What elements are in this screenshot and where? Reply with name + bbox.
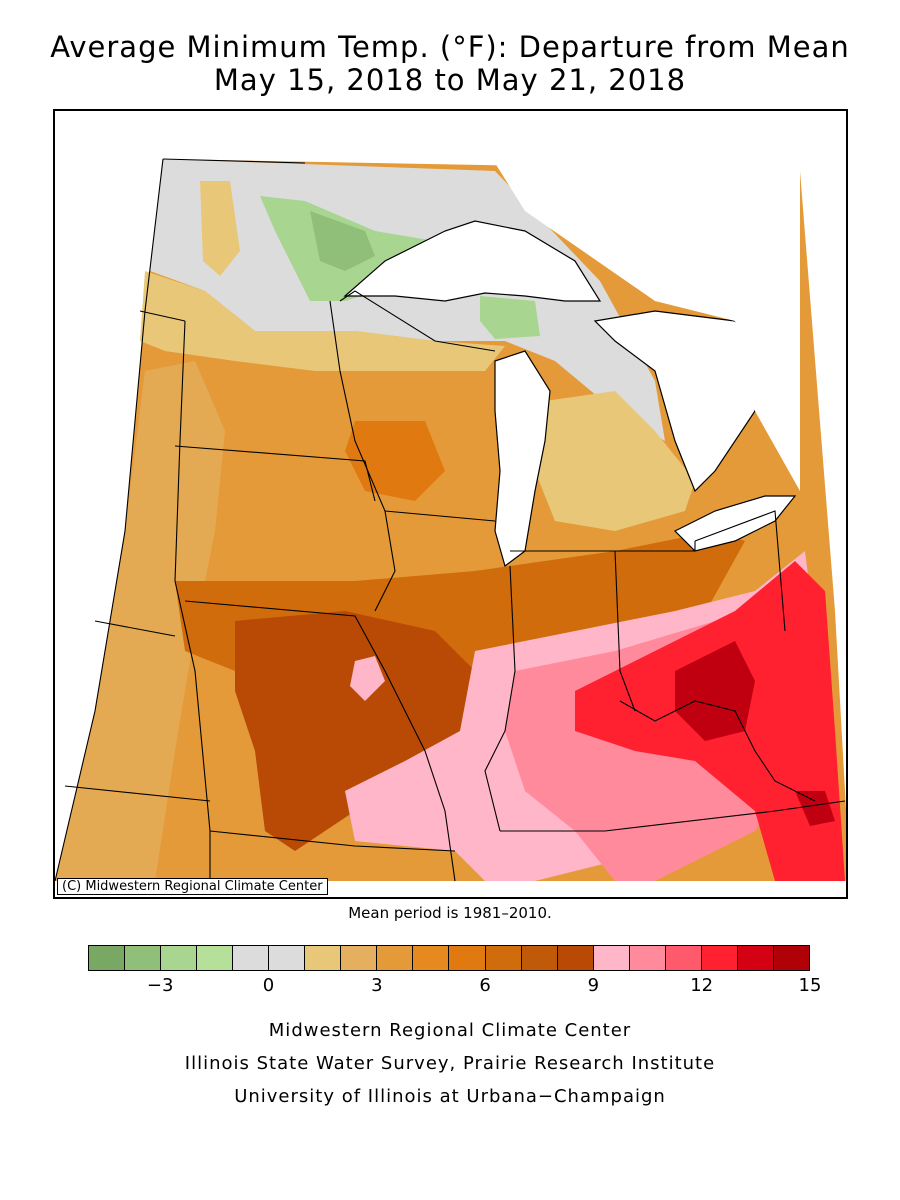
region-nw-tan	[200, 181, 240, 276]
region-pink-island	[350, 656, 385, 701]
legend-swatch	[629, 946, 666, 970]
legend-swatch	[449, 946, 486, 970]
map-date-range: May 15, 2018 to May 21, 2018	[213, 63, 687, 97]
legend-tick: 0	[262, 975, 275, 996]
region-north-tan	[140, 271, 505, 371]
legend-swatch	[593, 946, 630, 970]
region-up-green	[480, 296, 540, 339]
legend-swatch	[269, 946, 306, 970]
region-se-dark-red	[795, 791, 835, 826]
legend-tick-labels: −3 0 3 6 9 12 15	[88, 971, 822, 1001]
legend-tick: 15	[798, 975, 822, 996]
region-mn-green-dark	[310, 211, 375, 271]
legend-swatch	[413, 946, 450, 970]
legend-tick: −3	[146, 975, 174, 996]
region-mi-tan	[535, 391, 695, 531]
legend-swatch	[377, 946, 414, 970]
legend-tick: 6	[479, 975, 491, 996]
legend-swatch	[557, 946, 594, 970]
legend-swatch	[737, 946, 774, 970]
credit-line-2: Illinois State Water Survey, Prairie Res…	[184, 1053, 716, 1074]
temperature-departure-map	[55, 131, 846, 882]
canada-area	[415, 131, 800, 491]
legend-tick: 3	[371, 975, 383, 996]
legend-swatch	[233, 946, 270, 970]
legend-swatch	[161, 946, 198, 970]
legend-swatch	[341, 946, 378, 970]
region-west-light-orange	[55, 361, 225, 881]
legend-swatch	[197, 946, 234, 970]
copyright-label: (C) Midwestern Regional Climate Center	[57, 878, 328, 895]
lake-huron	[593, 310, 766, 493]
legend-color-bar	[88, 945, 810, 971]
legend-swatch	[521, 946, 558, 970]
region-mo-rust	[235, 611, 475, 851]
legend-swatch	[125, 946, 162, 970]
map-title: Average Minimum Temp. (°F): Departure fr…	[50, 30, 850, 64]
mean-period-note: Mean period is 1981–2010.	[348, 904, 552, 922]
map-frame: (C) Midwestern Regional Climate Center	[53, 109, 848, 899]
legend-swatch	[485, 946, 522, 970]
legend-swatch	[305, 946, 342, 970]
legend-swatch	[89, 946, 126, 970]
legend-tick: 12	[690, 975, 714, 996]
legend-swatch	[701, 946, 738, 970]
legend-swatch	[665, 946, 702, 970]
credit-line-3: University of Illinois at Urbana−Champai…	[234, 1086, 666, 1107]
region-oh-dark-red	[675, 641, 755, 741]
credit-line-1: Midwestern Regional Climate Center	[268, 1020, 632, 1041]
legend-swatch	[773, 946, 809, 970]
color-legend: −3 0 3 6 9 12 15	[88, 945, 821, 996]
legend-tick: 9	[587, 975, 600, 996]
lake-superior	[343, 220, 602, 302]
state-borders	[55, 158, 846, 882]
